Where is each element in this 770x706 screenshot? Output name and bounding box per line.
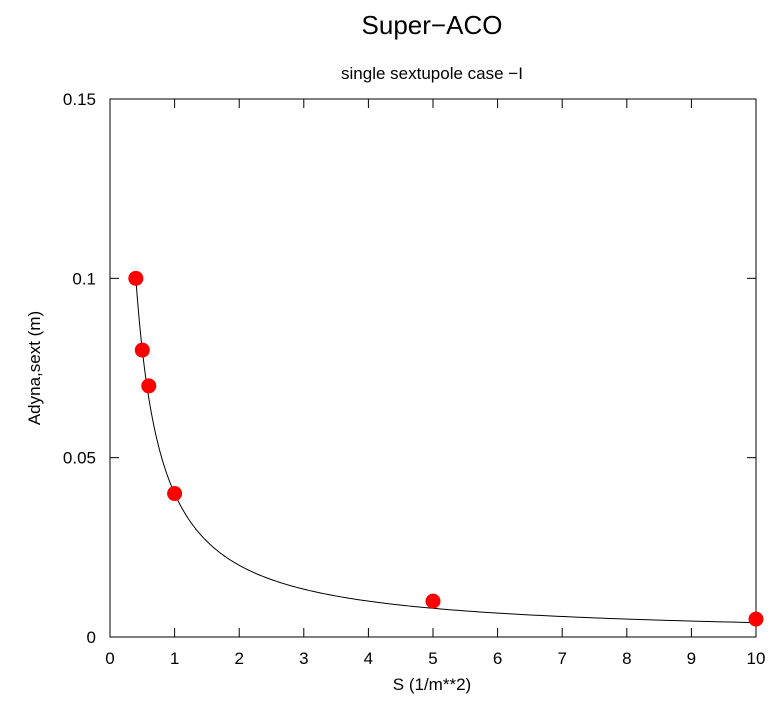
x-tick-label: 0: [105, 649, 114, 668]
x-tick-label: 1: [170, 649, 179, 668]
y-tick-label: 0: [87, 628, 96, 647]
x-tick-label: 4: [364, 649, 373, 668]
y-axis: 0 0.05 0.1 0.15: [63, 90, 756, 647]
fit-curve: [135, 278, 757, 624]
data-point: [167, 486, 183, 502]
x-tick-label: 2: [234, 649, 243, 668]
data-point: [128, 270, 144, 286]
data-point: [134, 342, 150, 358]
x-tick-label: 7: [557, 649, 566, 668]
y-tick-label: 0.15: [63, 90, 96, 109]
y-axis-label: Adyna,sext (m): [25, 311, 44, 425]
data-point: [425, 593, 441, 609]
data-point: [141, 378, 157, 394]
x-tick-label: 6: [493, 649, 502, 668]
x-tick-label: 10: [747, 649, 766, 668]
x-tick-label: 3: [299, 649, 308, 668]
plot-frame: [109, 98, 757, 638]
x-axis: 0 1 2 3 4 5 6 7 8 9 10: [105, 99, 765, 668]
data-points: [128, 270, 764, 627]
x-tick-label: 9: [687, 649, 696, 668]
x-axis-label: S (1/m**2): [393, 675, 471, 694]
x-tick-label: 5: [428, 649, 437, 668]
y-tick-label: 0.05: [63, 449, 96, 468]
chart-subtitle: single sextupole case −I: [341, 64, 523, 83]
y-tick-label: 0.1: [72, 269, 96, 288]
x-tick-label: 8: [622, 649, 631, 668]
chart-title: Super−ACO: [362, 10, 503, 40]
data-point: [748, 611, 764, 627]
